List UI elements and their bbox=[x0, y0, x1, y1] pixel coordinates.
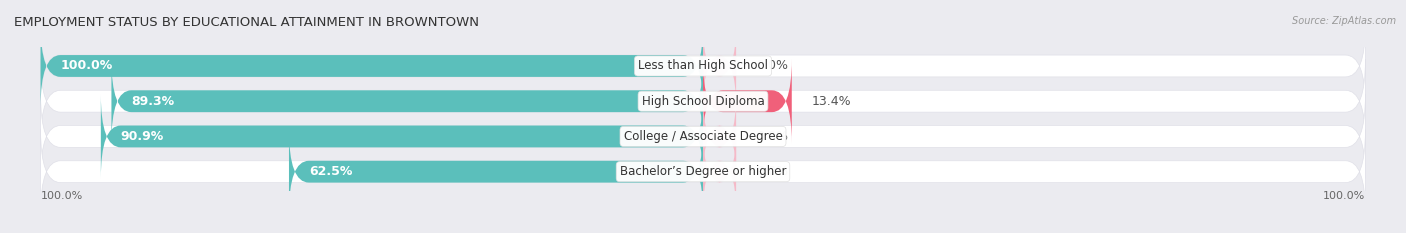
Text: 100.0%: 100.0% bbox=[1323, 191, 1365, 201]
FancyBboxPatch shape bbox=[703, 24, 737, 108]
Text: High School Diploma: High School Diploma bbox=[641, 95, 765, 108]
Text: 0.0%: 0.0% bbox=[756, 130, 787, 143]
Text: 89.3%: 89.3% bbox=[131, 95, 174, 108]
Text: 0.0%: 0.0% bbox=[756, 165, 787, 178]
Text: EMPLOYMENT STATUS BY EDUCATIONAL ATTAINMENT IN BROWNTOWN: EMPLOYMENT STATUS BY EDUCATIONAL ATTAINM… bbox=[14, 16, 479, 29]
FancyBboxPatch shape bbox=[703, 130, 737, 214]
FancyBboxPatch shape bbox=[290, 130, 703, 214]
Text: Source: ZipAtlas.com: Source: ZipAtlas.com bbox=[1292, 16, 1396, 26]
FancyBboxPatch shape bbox=[41, 59, 1365, 143]
Text: 62.5%: 62.5% bbox=[309, 165, 353, 178]
FancyBboxPatch shape bbox=[703, 59, 792, 143]
Text: 13.4%: 13.4% bbox=[811, 95, 851, 108]
Text: College / Associate Degree: College / Associate Degree bbox=[624, 130, 782, 143]
FancyBboxPatch shape bbox=[703, 95, 737, 178]
Text: 100.0%: 100.0% bbox=[60, 59, 112, 72]
FancyBboxPatch shape bbox=[41, 24, 1365, 108]
FancyBboxPatch shape bbox=[101, 95, 703, 178]
FancyBboxPatch shape bbox=[41, 24, 703, 108]
Text: 90.9%: 90.9% bbox=[121, 130, 165, 143]
Text: 100.0%: 100.0% bbox=[41, 191, 83, 201]
Text: Less than High School: Less than High School bbox=[638, 59, 768, 72]
Text: Bachelor’s Degree or higher: Bachelor’s Degree or higher bbox=[620, 165, 786, 178]
FancyBboxPatch shape bbox=[41, 95, 1365, 178]
FancyBboxPatch shape bbox=[111, 59, 703, 143]
Text: 0.0%: 0.0% bbox=[756, 59, 787, 72]
FancyBboxPatch shape bbox=[41, 130, 1365, 214]
